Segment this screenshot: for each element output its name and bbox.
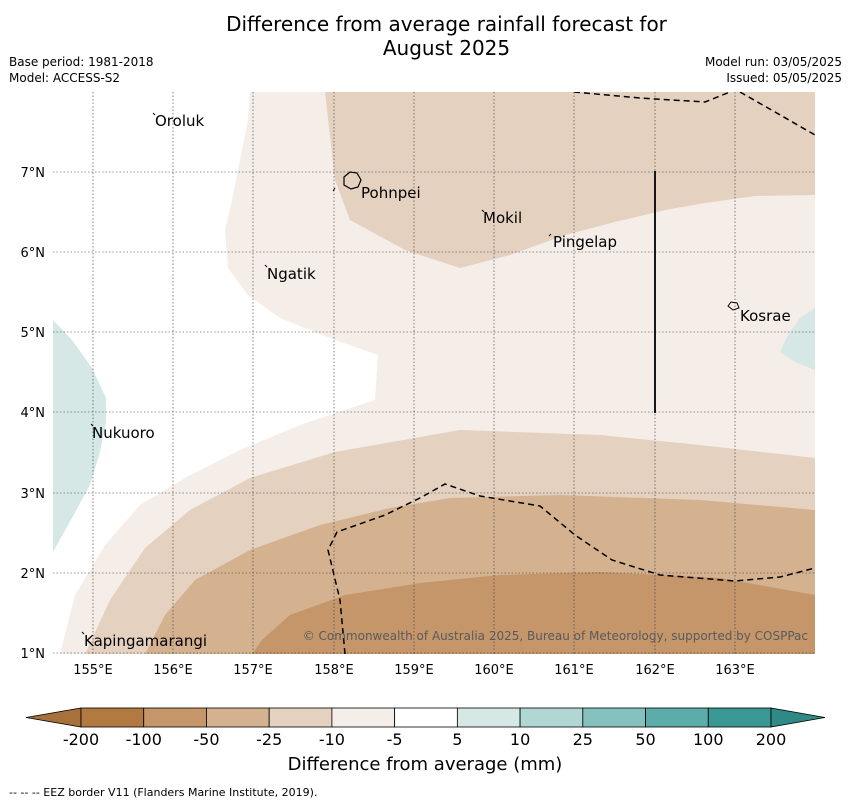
lon-label: 156°E xyxy=(153,663,193,678)
place-pingelap: Pingelap xyxy=(553,233,617,251)
colorbar-tick-label: 200 xyxy=(756,730,787,749)
colorbar-tick-label: 5 xyxy=(452,730,462,749)
lon-label: 162°E xyxy=(635,663,675,678)
eez-footnote: -- -- -- EEZ border V11 (Flanders Marine… xyxy=(9,786,318,799)
issued-date: Issued: 05/05/2025 xyxy=(726,71,842,85)
colorbar-extend-right xyxy=(770,707,826,728)
copyright-notice: © Commonwealth of Australia 2025, Bureau… xyxy=(303,629,808,643)
place-kapingamarangi: Kapingamarangi xyxy=(84,632,207,650)
colorbar-segment xyxy=(456,707,521,728)
model-name: Model: ACCESS-S2 xyxy=(9,71,121,85)
place-nukuoro: Nukuoro xyxy=(92,424,155,442)
colorbar-tick-label: -5 xyxy=(387,730,403,749)
place-mokil: Mokil xyxy=(483,209,522,227)
band-minus-100 xyxy=(252,572,815,654)
colorbar-tick-label: -25 xyxy=(256,730,282,749)
lon-label: 160°E xyxy=(474,663,514,678)
colorbar-extend-left xyxy=(25,707,82,728)
eez-borders xyxy=(327,92,815,654)
lat-label: 5°N xyxy=(21,326,46,341)
band-minus-25-north xyxy=(325,92,815,268)
colorbar-segment xyxy=(707,707,772,728)
base-period: Base period: 1981-2018 xyxy=(9,55,154,69)
colorbar-segment xyxy=(331,707,396,728)
lat-label: 3°N xyxy=(21,487,46,502)
lat-label: 6°N xyxy=(21,246,46,261)
lat-label: 1°N xyxy=(21,647,46,662)
colorbar-title: Difference from average (mm) xyxy=(287,754,563,775)
colorbar-segment xyxy=(206,707,270,728)
kosrae-island xyxy=(727,301,740,311)
lon-label: 159°E xyxy=(394,663,434,678)
band-plus-5-west xyxy=(53,320,106,552)
colorbar-segment xyxy=(645,707,709,728)
colorbar-tick-label: -10 xyxy=(319,730,345,749)
place-kosrae: Kosrae xyxy=(740,307,791,325)
colorbar-segment xyxy=(80,707,145,728)
lon-label: 157°E xyxy=(233,663,273,678)
colorbar-segment xyxy=(582,707,646,728)
colorbar-segment xyxy=(394,707,458,728)
colorbar-tick-label: -200 xyxy=(63,730,99,749)
lon-label: 163°E xyxy=(715,663,755,678)
place-oroluk: Oroluk xyxy=(155,112,204,130)
lat-label: 4°N xyxy=(21,406,46,421)
title-line-1: Difference from average rainfall forecas… xyxy=(226,12,667,36)
colorbar-tick-label: 25 xyxy=(573,730,593,749)
colorbar-segment xyxy=(519,707,584,728)
colorbar: -200 -100 -50 -25 -10 -5 5 10 25 50 100 200 xyxy=(25,707,826,749)
lon-label: 155°E xyxy=(73,663,113,678)
lat-axis: 7°N 6°N 5°N 4°N 3°N 2°N 1°N xyxy=(21,166,46,662)
lat-label: 2°N xyxy=(21,567,46,582)
colorbar-tick-label: -100 xyxy=(126,730,162,749)
lon-label: 158°E xyxy=(314,663,354,678)
place-pohnpei: Pohnpei xyxy=(361,184,421,202)
map-area: Oroluk Pohnpei Mokil Pingelap Ngatik Kos… xyxy=(53,92,815,654)
lat-label: 7°N xyxy=(21,166,46,181)
lon-label: 161°E xyxy=(554,663,594,678)
colorbar-segment xyxy=(268,707,333,728)
colorbar-tick-label: 10 xyxy=(510,730,530,749)
colorbar-segment xyxy=(143,707,207,728)
place-ngatik: Ngatik xyxy=(267,265,316,283)
colorbar-tick-label: 100 xyxy=(693,730,724,749)
colorbar-tick-label: -50 xyxy=(193,730,219,749)
pohnpei-island xyxy=(343,171,362,190)
title-line-2: August 2025 xyxy=(382,36,511,60)
model-run: Model run: 03/05/2025 xyxy=(704,55,842,69)
colorbar-tick-label: 50 xyxy=(635,730,655,749)
band-plus-5-east xyxy=(780,308,815,370)
lon-axis: 155°E 156°E 157°E 158°E 159°E 160°E 161°… xyxy=(73,663,755,678)
